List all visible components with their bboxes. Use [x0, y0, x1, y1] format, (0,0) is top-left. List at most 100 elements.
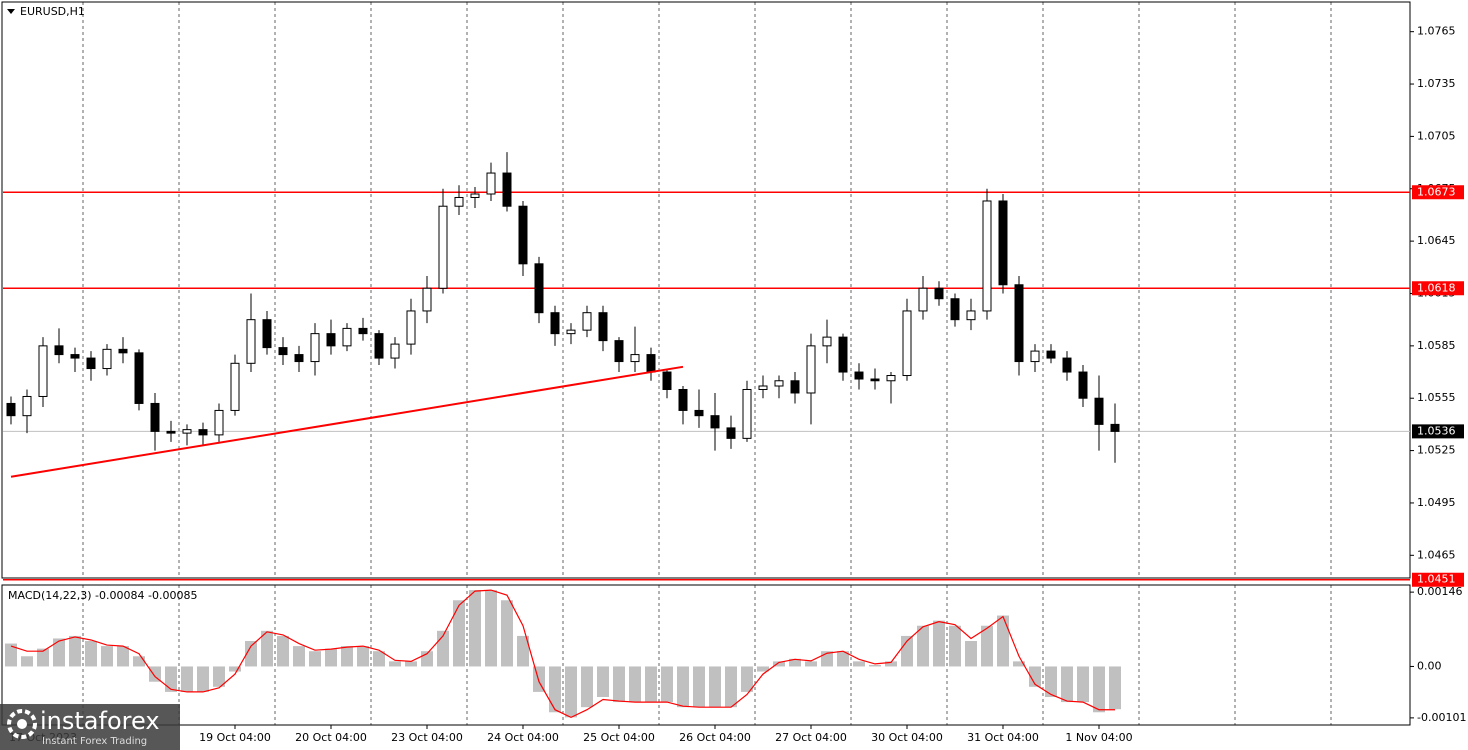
- macd-bar: [261, 630, 273, 667]
- chart-title: EURUSD,H1: [20, 5, 85, 18]
- candle-body: [134, 352, 144, 404]
- macd-bar: [181, 666, 193, 692]
- candle-body: [614, 340, 624, 363]
- macd-panel: [1, 584, 1411, 726]
- candle-body: [198, 429, 208, 436]
- macd-bar: [965, 641, 977, 667]
- candle-body: [422, 287, 432, 312]
- candle-body: [918, 287, 928, 312]
- logo-icon-core: [17, 719, 27, 729]
- macd-bar: [1061, 666, 1073, 703]
- macd-bar: [213, 666, 225, 687]
- candle-body: [934, 287, 944, 300]
- candle-body: [22, 395, 32, 417]
- trend-line: [10, 365, 684, 478]
- candle-body: [998, 200, 1008, 286]
- macd-bar: [581, 666, 593, 708]
- y-tick-label: 1.0765: [1417, 25, 1456, 38]
- signal-line: [10, 589, 1115, 719]
- macd-bar: [133, 656, 145, 667]
- candle-body: [694, 409, 704, 417]
- y-tick-label: 1.0645: [1417, 234, 1456, 247]
- candle-body: [758, 385, 768, 390]
- macd-bar: [37, 648, 49, 667]
- candle-body: [534, 263, 544, 314]
- candle-body: [710, 415, 720, 429]
- macd-bar: [629, 666, 641, 703]
- macd-bar: [677, 666, 689, 708]
- candle-body: [230, 362, 240, 411]
- x-tick-label: 27 Oct 04:00: [775, 731, 847, 744]
- candle-body: [966, 310, 976, 321]
- candle-body: [550, 312, 560, 335]
- candle-body: [982, 200, 992, 312]
- symbol-menu-arrow[interactable]: [7, 9, 15, 14]
- candle-body: [390, 343, 400, 359]
- candle-body: [102, 348, 112, 370]
- macd-bar: [101, 646, 113, 667]
- candle-body: [726, 427, 736, 439]
- candle-body: [774, 380, 784, 387]
- candle-body: [950, 298, 960, 321]
- macd-bar: [805, 661, 817, 667]
- macd-bar: [789, 658, 801, 667]
- price-label-box: [1412, 281, 1464, 296]
- candle-body: [902, 310, 912, 377]
- macd-bar: [389, 661, 401, 667]
- macd-bar: [325, 648, 337, 667]
- candle-body: [166, 430, 176, 434]
- x-tick-label: 30 Oct 04:00: [871, 731, 943, 744]
- candle-body: [1078, 371, 1088, 399]
- macd-bar: [1109, 666, 1121, 710]
- macd-bar: [117, 646, 129, 667]
- macd-bar: [53, 638, 65, 667]
- macd-bar: [757, 666, 769, 672]
- y-tick-label: 1.0585: [1417, 339, 1456, 352]
- price-label: 1.0673: [1417, 185, 1456, 198]
- y-tick-label: 1.0735: [1417, 77, 1456, 90]
- candle-body: [790, 380, 800, 394]
- macd-bar: [501, 600, 513, 667]
- candle-body: [262, 319, 272, 349]
- macd-bar: [1029, 666, 1041, 687]
- candle-body: [598, 312, 608, 342]
- candle-body: [742, 388, 752, 439]
- macd-bar: [741, 666, 753, 692]
- logo-tagline: Instant Forex Trading: [42, 736, 147, 747]
- macd-bar: [997, 615, 1009, 667]
- macd-bar: [149, 666, 161, 682]
- candle-body: [1030, 350, 1040, 363]
- candle-body: [854, 371, 864, 380]
- macd-bar: [373, 651, 385, 667]
- macd-bar: [197, 666, 209, 692]
- macd-bar: [645, 666, 657, 703]
- macd-bar: [597, 666, 609, 697]
- candle-body: [1014, 284, 1024, 363]
- x-tick-label: 25 Oct 04:00: [583, 731, 655, 744]
- x-tick-label: 31 Oct 04:00: [967, 731, 1039, 744]
- candle-body: [1110, 423, 1120, 432]
- macd-bar: [549, 666, 561, 713]
- macd-bar: [1013, 661, 1025, 667]
- candle-body: [582, 312, 592, 331]
- candle-body: [646, 354, 656, 373]
- macd-bar: [165, 666, 177, 692]
- macd-bar: [485, 590, 497, 667]
- macd-bar: [277, 635, 289, 667]
- price-label-box: [1412, 572, 1464, 587]
- macd-bar: [229, 666, 241, 672]
- candle-body: [70, 354, 80, 359]
- macd-bar: [357, 646, 369, 667]
- macd-bar: [1045, 666, 1057, 697]
- price-label: 1.0618: [1417, 281, 1456, 294]
- candle-body: [374, 333, 384, 359]
- macd-bar: [853, 661, 865, 667]
- x-tick-label: 19 Oct 04:00: [199, 731, 271, 744]
- candle-body: [150, 402, 160, 432]
- y-tick-label: 1.0495: [1417, 496, 1456, 509]
- price-label-box: [1412, 424, 1464, 439]
- macd-bar: [901, 635, 913, 667]
- candle-body: [310, 333, 320, 363]
